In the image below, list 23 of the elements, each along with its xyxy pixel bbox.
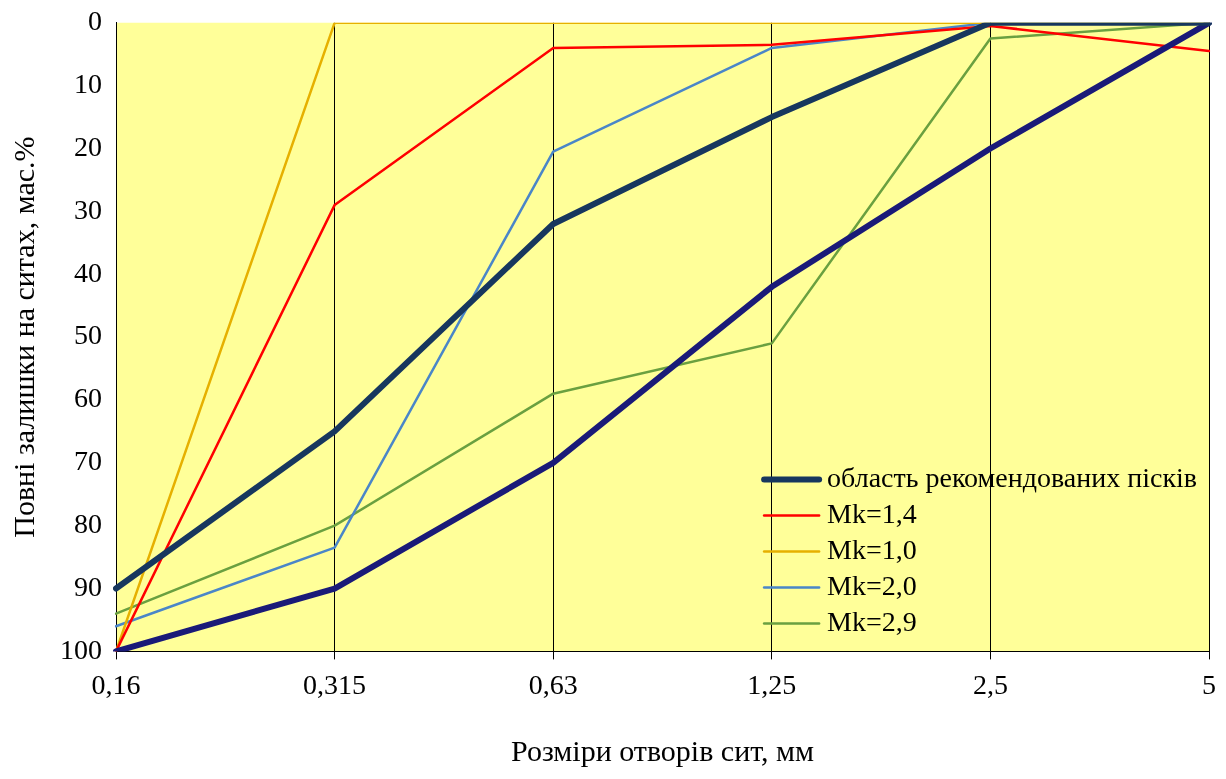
y-tick-label: 80	[74, 508, 102, 540]
x-tick-label: 5	[1202, 668, 1216, 700]
y-tick-label: 100	[60, 633, 102, 665]
y-axis-title: Повні залишки на ситах, мас.%	[6, 136, 40, 538]
y-tick-label: 50	[74, 319, 102, 351]
x-tick-label: 0,315	[303, 668, 367, 700]
x-axis-title: Розміри отворів сит, мм	[510, 733, 815, 767]
legend-label: Mk=2,0	[827, 569, 917, 601]
y-tick-label: 30	[74, 193, 102, 225]
y-tick-label: 40	[74, 256, 102, 288]
y-tick-label: 10	[74, 68, 102, 100]
x-tick-label: 2,5	[972, 668, 1008, 700]
y-tick-label: 90	[74, 570, 102, 602]
legend-label: Mk=2,9	[827, 605, 917, 637]
legend-label: Mk=1,4	[827, 497, 917, 529]
y-tick-label: 70	[74, 445, 102, 477]
x-tick-label: 1,25	[747, 668, 797, 700]
x-tick-label: 0,16	[91, 668, 141, 700]
x-tick-label: 0,63	[528, 668, 578, 700]
y-tick-label: 20	[74, 130, 102, 162]
y-tick-label: 0	[88, 5, 102, 37]
legend-label: Mk=1,0	[827, 533, 917, 565]
y-tick-label: 60	[74, 382, 102, 414]
